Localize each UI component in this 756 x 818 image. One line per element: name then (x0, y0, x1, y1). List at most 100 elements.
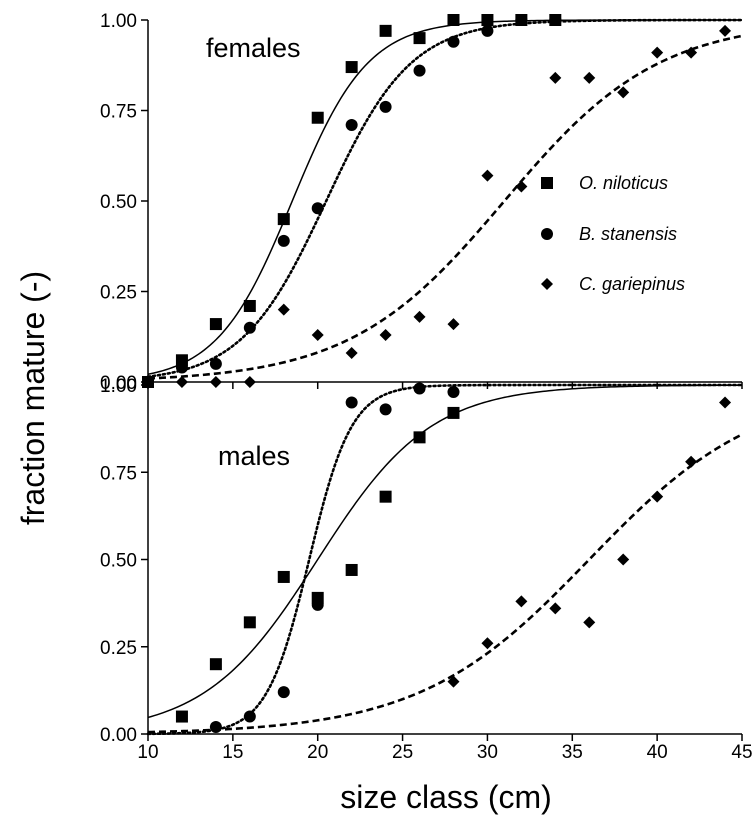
females-o-niloticus-point (481, 14, 494, 26)
x-tick-label: 25 (392, 742, 413, 763)
females-c-gariepinus-point (311, 328, 324, 341)
males-o-niloticus-point (345, 563, 358, 576)
x-tick-label: 10 (137, 742, 158, 763)
males-b-stanensis-point (311, 598, 324, 611)
females-c-gariepinus-point (685, 46, 698, 59)
females-c-gariepinus-point (243, 376, 256, 388)
males-c-gariepinus-point (583, 616, 596, 629)
males-b-stanensis-point (379, 403, 392, 416)
males-o-niloticus-point (243, 616, 256, 629)
females-c-gariepinus-point (209, 376, 222, 388)
x-tick-label: 40 (647, 742, 668, 763)
males-b-stanensis-point (447, 385, 460, 398)
females-o-niloticus-fit-curve (147, 19, 742, 376)
legend-label-o-niloticus: O. niloticus (579, 173, 668, 193)
females-y-tick-label: 0.50 (100, 192, 137, 213)
males-o-niloticus-point (277, 570, 290, 583)
females-c-gariepinus-point (277, 303, 290, 316)
females-b-stanensis-point (345, 118, 358, 131)
axes-layer (141, 19, 743, 741)
labels-layer: fraction mature (-) size class (cm) 0.00… (15, 11, 753, 815)
males-o-niloticus-fit-curve (147, 384, 743, 719)
females-o-niloticus-point (311, 111, 324, 124)
females-b-stanensis-point (311, 202, 324, 215)
x-tick-label: 20 (307, 742, 328, 763)
males-c-gariepinus-fit-curve (147, 433, 743, 734)
females-b-stanensis-point (175, 361, 188, 374)
females-c-gariepinus-point (617, 86, 630, 99)
females-o-niloticus-point (243, 299, 256, 312)
x-axis-title: size class (cm) (340, 779, 552, 815)
males-b-stanensis-point (209, 721, 222, 734)
males-y-tick-label: 0.50 (100, 551, 137, 572)
females-b-stanensis-point (447, 35, 460, 48)
x-tick-label: 15 (222, 742, 243, 763)
males-y-tick-label: 1.00 (100, 376, 137, 397)
females-c-gariepinus-point (719, 24, 732, 37)
legend: O. niloticus B. stanensis C. gariepinus (541, 173, 685, 294)
y-axis-title: fraction mature (-) (15, 271, 51, 525)
males-b-stanensis-point (243, 710, 256, 723)
x-tick-label: 45 (731, 742, 752, 763)
males-o-niloticus-point (209, 658, 222, 671)
females-c-gariepinus-point (515, 180, 528, 193)
females-c-gariepinus-point (583, 71, 596, 84)
females-b-stanensis-point (277, 234, 290, 247)
males-c-gariepinus-point (447, 675, 460, 688)
females-o-niloticus-point (447, 14, 460, 26)
males-c-gariepinus-point (549, 602, 562, 615)
females-o-niloticus-point (277, 213, 290, 226)
males-y-tick-label: 0.25 (100, 638, 137, 659)
legend-label-c-gariepinus: C. gariepinus (579, 274, 685, 294)
females-b-stanensis-point (379, 100, 392, 113)
females-c-gariepinus-fit-curve (147, 34, 743, 380)
males-c-gariepinus-point (719, 396, 732, 409)
legend-marker-o-niloticus (541, 177, 553, 189)
females-c-gariepinus-point (345, 347, 358, 360)
males-b-stanensis-point (345, 396, 358, 409)
data-points-layer (142, 14, 732, 734)
males-c-gariepinus-point (515, 595, 528, 608)
males-y-tick-label: 0.00 (100, 725, 137, 746)
females-c-gariepinus-point (175, 376, 188, 388)
females-b-stanensis-point (515, 14, 528, 26)
males-c-gariepinus-point (617, 553, 630, 566)
females-o-niloticus-point (209, 318, 222, 331)
females-c-gariepinus-point (481, 169, 494, 182)
females-b-stanensis-point (549, 14, 562, 26)
males-panel-label: males (218, 441, 290, 471)
x-tick-label: 35 (562, 742, 583, 763)
males-b-stanensis-point (277, 686, 290, 699)
legend-marker-b-stanensis (541, 228, 553, 240)
females-panel-label: females (206, 33, 301, 63)
males-b-stanensis-point (413, 382, 426, 395)
females-y-tick-label: 0.00 (100, 373, 137, 394)
males-c-gariepinus-point (651, 490, 664, 503)
females-y-tick-label: 0.75 (100, 102, 137, 123)
females-b-stanensis-point (413, 64, 426, 77)
females-c-gariepinus-point (447, 318, 460, 331)
females-c-gariepinus-point (379, 328, 392, 341)
females-c-gariepinus-point (413, 310, 426, 323)
legend-label-b-stanensis: B. stanensis (579, 224, 677, 244)
females-b-stanensis-point (481, 24, 494, 37)
females-o-niloticus-point (345, 61, 358, 74)
females-b-stanensis-point (243, 321, 256, 334)
females-o-niloticus-point (413, 32, 426, 45)
males-o-niloticus-point (413, 431, 426, 444)
x-tick-label: 30 (477, 742, 498, 763)
males-c-gariepinus-point (481, 637, 494, 650)
males-o-niloticus-point (379, 490, 392, 503)
females-b-stanensis-point (209, 357, 222, 370)
females-y-tick-label: 1.00 (100, 11, 137, 32)
females-b-stanensis-fit-curve (146, 18, 744, 378)
females-o-niloticus-point (379, 24, 392, 37)
males-o-niloticus-point (447, 406, 460, 419)
females-y-tick-label: 0.25 (100, 283, 137, 304)
females-c-gariepinus-point (549, 71, 562, 84)
males-o-niloticus-point (175, 710, 188, 723)
fit-curves-layer (146, 18, 744, 736)
females-b-stanensis-point (142, 376, 154, 388)
males-c-gariepinus-point (685, 455, 698, 468)
